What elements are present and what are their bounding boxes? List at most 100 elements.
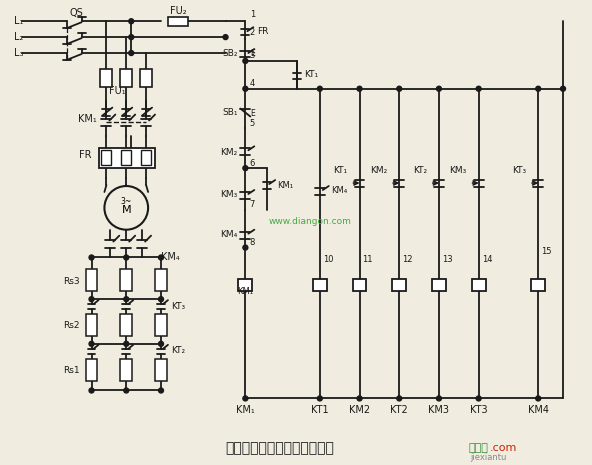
Bar	[155, 314, 167, 336]
Text: 12: 12	[402, 255, 413, 264]
Text: 5: 5	[249, 119, 255, 128]
Text: KM3: KM3	[429, 405, 449, 415]
Bar	[120, 314, 132, 336]
Circle shape	[89, 255, 94, 260]
Bar	[140, 69, 152, 87]
Circle shape	[159, 388, 163, 393]
Circle shape	[317, 86, 322, 91]
Circle shape	[561, 86, 565, 91]
Text: KM₁: KM₁	[78, 113, 96, 124]
Text: KT1: KT1	[311, 405, 329, 415]
Circle shape	[536, 396, 540, 401]
Text: KM₁: KM₁	[237, 287, 253, 296]
Circle shape	[397, 86, 402, 91]
Bar	[155, 269, 167, 291]
Text: 3: 3	[249, 52, 255, 60]
Text: www.diangon.com: www.diangon.com	[268, 217, 351, 226]
Text: QS: QS	[70, 8, 83, 18]
Text: KM4: KM4	[527, 405, 549, 415]
Text: 转子绕组串电阻启动控制线路: 转子绕组串电阻启动控制线路	[226, 441, 334, 455]
Circle shape	[124, 341, 128, 346]
Text: KM₄: KM₄	[220, 230, 237, 239]
Circle shape	[317, 396, 322, 401]
Text: KM₁: KM₁	[277, 180, 293, 190]
Text: KT₁: KT₁	[304, 70, 318, 80]
Circle shape	[397, 396, 402, 401]
Bar	[313, 279, 327, 291]
Bar	[99, 148, 155, 168]
Circle shape	[89, 388, 94, 393]
Circle shape	[436, 86, 442, 91]
Circle shape	[124, 297, 128, 302]
Bar	[101, 69, 112, 87]
Text: KT₁: KT₁	[333, 166, 348, 175]
Bar	[168, 17, 188, 26]
Text: 6: 6	[249, 159, 255, 168]
Text: L₃: L₃	[14, 48, 24, 58]
Circle shape	[128, 34, 134, 40]
Text: KM₄: KM₄	[331, 186, 347, 195]
Text: KT3: KT3	[470, 405, 487, 415]
Text: KM2: KM2	[349, 405, 370, 415]
Bar	[121, 150, 131, 165]
Text: Rs3: Rs3	[63, 277, 79, 286]
Text: KM₂: KM₂	[220, 148, 237, 157]
Text: KM₄: KM₄	[161, 252, 180, 262]
Circle shape	[124, 255, 128, 260]
Text: FU₂: FU₂	[169, 7, 186, 16]
Bar	[120, 359, 132, 380]
Text: E: E	[250, 109, 255, 118]
Circle shape	[476, 396, 481, 401]
Bar	[353, 279, 366, 291]
Circle shape	[436, 396, 442, 401]
Circle shape	[89, 297, 94, 302]
Bar	[86, 269, 98, 291]
Text: FR: FR	[79, 150, 92, 160]
Text: 13: 13	[442, 255, 452, 264]
Bar	[392, 279, 406, 291]
Bar	[239, 279, 252, 291]
Text: L₂: L₂	[14, 32, 24, 42]
Text: 7: 7	[249, 200, 255, 209]
Circle shape	[243, 86, 248, 91]
Text: FU₁: FU₁	[110, 86, 126, 96]
Text: 15: 15	[541, 247, 552, 256]
Text: KM₂: KM₂	[370, 166, 387, 175]
Text: SB₂: SB₂	[222, 48, 237, 58]
Text: KT₃: KT₃	[512, 166, 526, 175]
Bar	[101, 150, 111, 165]
Circle shape	[243, 245, 248, 250]
Text: E: E	[250, 49, 255, 59]
Circle shape	[223, 34, 228, 40]
Circle shape	[128, 19, 134, 24]
Text: 1: 1	[250, 10, 256, 19]
Bar	[120, 69, 132, 87]
Circle shape	[128, 51, 134, 55]
Text: Rs1: Rs1	[63, 366, 79, 375]
Circle shape	[124, 388, 128, 393]
Circle shape	[243, 59, 248, 63]
Circle shape	[357, 396, 362, 401]
Text: KM₃: KM₃	[220, 191, 237, 199]
Text: 2: 2	[249, 27, 255, 37]
Bar	[141, 150, 151, 165]
Circle shape	[243, 166, 248, 171]
Circle shape	[243, 396, 248, 401]
Bar	[86, 359, 98, 380]
Text: 4: 4	[249, 79, 255, 88]
Bar	[155, 359, 167, 380]
Text: M: M	[121, 205, 131, 215]
Circle shape	[159, 255, 163, 260]
Text: SB₁: SB₁	[222, 108, 237, 117]
Text: KT₂: KT₂	[171, 346, 185, 355]
Text: 8: 8	[249, 238, 255, 247]
Text: L₁: L₁	[14, 16, 24, 26]
Text: 10: 10	[323, 255, 333, 264]
Text: Rs2: Rs2	[63, 321, 79, 331]
Bar	[472, 279, 485, 291]
Text: .com: .com	[490, 443, 517, 453]
Bar	[120, 269, 132, 291]
Bar	[86, 314, 98, 336]
Text: 11: 11	[362, 255, 373, 264]
Text: KT₃: KT₃	[171, 302, 185, 311]
